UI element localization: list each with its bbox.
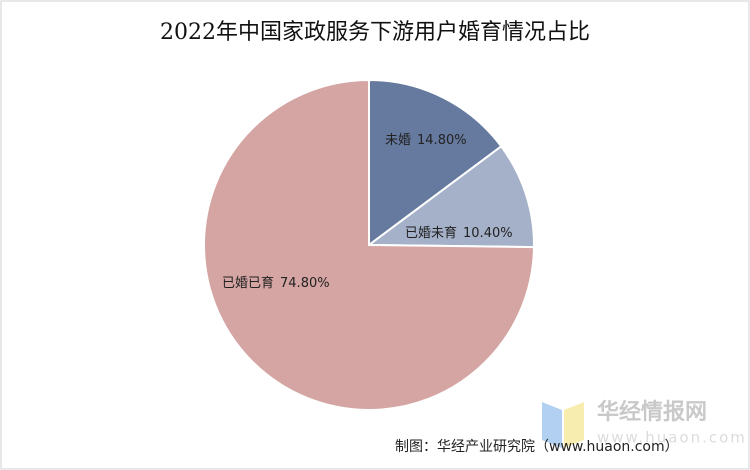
data-label: 未婚 14.80%	[385, 133, 467, 148]
data-label: 已婚已育 74.80%	[222, 275, 330, 291]
category-label: 已婚已育	[222, 275, 274, 291]
watermark-name: 华经情报网	[597, 399, 707, 425]
watermark-url: www.huaon.com	[597, 429, 747, 447]
value-label: 10.40%	[463, 226, 513, 241]
chart-title: 2022年中国家政服务下游用户婚育情况占比	[160, 20, 590, 45]
pie-slice	[368, 78, 503, 247]
category-label: 已婚未育	[405, 225, 457, 241]
watermark-logo	[542, 402, 584, 448]
source-note: 制图：华经产业研究院（www.huaon.com）	[395, 439, 679, 455]
pie-slice	[366, 144, 535, 249]
value-label: 14.80%	[417, 133, 467, 148]
category-label: 未婚	[385, 133, 411, 148]
data-label: 已婚未育 10.40%	[405, 225, 513, 241]
pie-slice	[203, 78, 536, 411]
value-label: 74.80%	[280, 276, 330, 291]
